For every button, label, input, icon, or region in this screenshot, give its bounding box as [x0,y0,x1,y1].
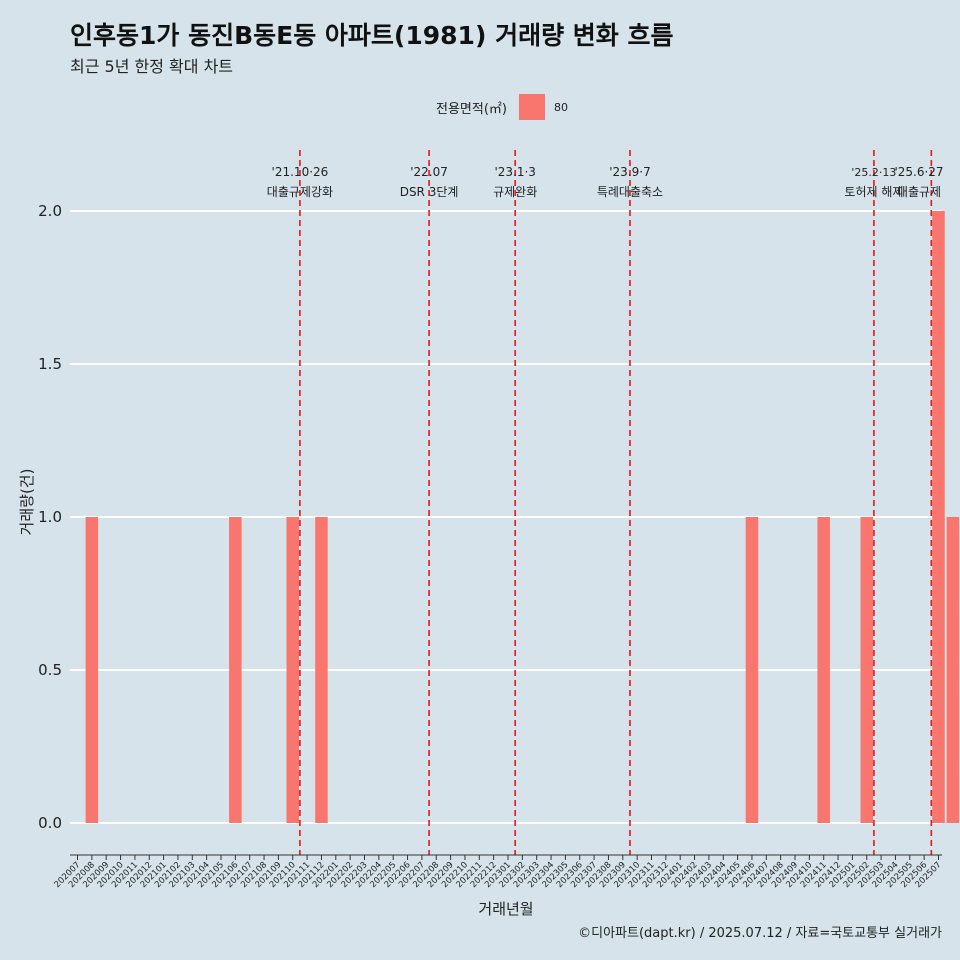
event-label: 특례대출축소 [597,185,663,199]
event-label: DSR 3단계 [400,185,459,199]
chart-subtitle: 최근 5년 한정 확대 차트 [70,57,234,76]
event-label: 규제완화 [493,185,537,199]
bar-202406 [745,517,759,823]
legend-label: 80 [553,100,568,114]
y-tick-label: 1.5 [38,355,62,373]
bar-202502 [860,517,873,823]
event-date-label: '22.07 [410,165,448,179]
source-caption: ©디아파트(dapt.kr) / 2025.07.12 / 자료=국토교통부 실… [578,926,942,941]
y-tick-label: 0.0 [38,814,62,832]
y-tick-label: 2.0 [38,202,62,220]
chart-title: 인후동1가 동진B동E동 아파트(1981) 거래량 변화 흐름 [70,21,674,50]
legend-title: 전용면적(㎡) [436,101,507,117]
event-label: 토허제 해제 [844,185,903,199]
event-layer: '21.10·26 대출규제강화 '22.07 DSR 3단계 '23.1·3 규제완화 '… [267,150,944,855]
bar-layer [85,211,960,823]
y-tick-label: 1.0 [38,508,62,526]
legend: 전용면적(㎡) 80 [436,93,568,121]
y-tick-label: 0.5 [38,661,62,679]
y-axis-title: 거래량(건) [18,469,36,536]
bar-202112 [315,517,328,823]
grid-layer [70,210,942,824]
event-label: 대출규제 [897,185,941,199]
axis-layer: 0.00.51.01.52.02020072020082020092020102… [18,202,944,918]
bar-202106 [229,517,242,823]
bar-202110 [286,517,299,823]
event-date-label: '25.6·27 [894,165,943,179]
event-label: 대출규제강화 [267,185,333,199]
legend-swatch [518,94,545,120]
event-date-label: '21.10·26 [272,165,329,179]
x-axis-title: 거래년월 [478,900,533,918]
event-date-label: '25.2·13 [851,166,896,179]
bar-202411 [817,517,830,823]
event-date-label: '23.1·3 [494,165,535,179]
bar-202008 [85,517,99,823]
bar-202507 [932,211,945,823]
bar-undefined [946,517,960,823]
event-date-label: '23.9·7 [609,165,650,179]
